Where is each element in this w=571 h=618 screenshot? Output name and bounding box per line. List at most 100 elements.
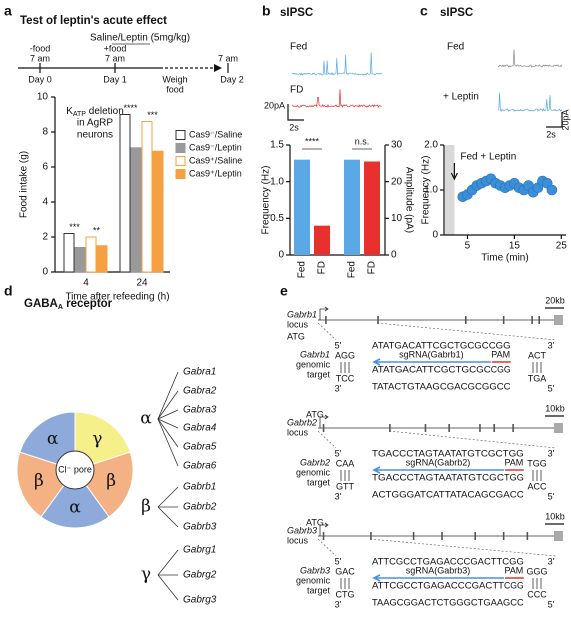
annotation: Fed + Leptin	[460, 152, 516, 163]
significance: **	[93, 225, 101, 235]
subunit	[40, 469, 110, 529]
trace-leptin	[497, 92, 563, 112]
timeline-label: 7 am	[30, 53, 50, 63]
strand-end: 5'	[548, 491, 555, 501]
x-tick-label: Fed	[347, 261, 358, 278]
gene-label: Gabra3	[183, 405, 217, 416]
panel-label: d	[4, 283, 13, 299]
sequence-bottom: ACTGGGATCATTATACAGCGACC	[372, 489, 524, 499]
exon	[370, 532, 372, 540]
panel-label: c	[420, 3, 428, 19]
gene-label: Gabrg3	[183, 595, 217, 606]
timeline-day: Day 0	[28, 74, 52, 84]
bar	[152, 150, 164, 273]
strand-end: 5'	[335, 448, 342, 458]
legend-label: Cas9⁺/Leptin	[189, 168, 242, 178]
gene-label: Gabra4	[183, 423, 217, 434]
legend-swatch	[175, 169, 186, 179]
annotation: neurons	[77, 130, 113, 141]
last-exon	[554, 315, 563, 325]
annotation-sub: ATP	[73, 111, 86, 118]
exon	[377, 316, 379, 324]
point	[546, 184, 558, 196]
y-tick-label: 0.5	[270, 213, 284, 224]
pam-label: PAM	[504, 565, 523, 575]
flank: GAC	[335, 566, 355, 576]
strand-end: 3'	[335, 599, 342, 609]
pam-sequence: TGG	[504, 472, 524, 482]
timeline-label: 7 am	[218, 53, 238, 63]
sequence-bottom: TATACTGTAAGCGACGCGGCC	[372, 381, 511, 391]
x-tick-label: Fed	[297, 261, 308, 278]
exon	[526, 532, 529, 540]
subunit-label: α	[47, 429, 59, 449]
gene-label: Gabrb3	[183, 522, 217, 533]
y-tick-label: 1.0	[270, 176, 284, 187]
exon	[389, 424, 391, 432]
group-link	[157, 418, 179, 448]
annotation: in AgRP	[77, 118, 113, 129]
gene-name: Gabrb2	[287, 417, 317, 427]
y-axis-label: Food intake (g)	[19, 151, 30, 218]
timeline-label: food	[166, 84, 184, 94]
gene-label: Gabrb1	[183, 482, 216, 493]
flank: TGA	[528, 373, 547, 383]
significance: ***	[147, 110, 158, 120]
exon	[502, 316, 505, 324]
locus-label: locus	[287, 319, 309, 329]
y2-axis-label: Amplitude (pA)	[403, 167, 414, 233]
pam-label: PAM	[504, 457, 523, 467]
strand-end: 3'	[548, 340, 555, 350]
guide-sequence: TGACCCTAGTAATATGTCGC	[372, 472, 505, 482]
pore	[55, 450, 95, 490]
flank: TGG	[527, 458, 547, 468]
flank: GGG	[526, 566, 547, 576]
group-symbol: γ	[141, 565, 151, 585]
x-axis-label: Time (min)	[481, 253, 528, 264]
y2-tick-label: 30	[391, 140, 403, 151]
flank: GTT	[336, 481, 354, 491]
gene-label: Gabrg2	[183, 570, 217, 581]
strand-end: 3'	[335, 491, 342, 501]
exon	[322, 532, 325, 540]
gene-name: Gabrb2	[300, 457, 330, 467]
legend-swatch	[175, 143, 186, 153]
panel-title: sIPSC	[280, 7, 313, 19]
group-link	[157, 549, 179, 576]
sequence-top: ATATGACATTCGCTGCGCCGG	[372, 340, 511, 350]
timeline-arrow	[214, 64, 222, 72]
bar	[96, 245, 108, 273]
guide-sequence: ATTCGCCTGAGACCCGACTT	[372, 580, 505, 590]
y-tick-label: 2	[42, 232, 48, 243]
panel-title: Test of leptin's acute effect	[20, 15, 167, 27]
flank: CAA	[336, 458, 355, 468]
title-part: GABA	[24, 298, 58, 310]
pam-sequence: CGG	[504, 580, 524, 590]
timeline-label: -food	[30, 43, 51, 53]
start-codon: ATG	[306, 409, 324, 419]
group-link	[157, 409, 179, 420]
target-label: genomic	[296, 575, 331, 585]
sequence-top: ATTCGCCTGAGACCCGACTTCGG	[372, 556, 524, 566]
subunit-label: β	[106, 471, 116, 491]
exon	[412, 532, 415, 540]
y-tick-label: 0	[42, 267, 48, 278]
start-codon: ATG	[287, 331, 305, 341]
exon	[448, 424, 450, 432]
y-tick-label: 10	[37, 92, 49, 103]
group-symbol: β	[141, 497, 151, 517]
group-link	[157, 418, 179, 429]
exon	[464, 316, 467, 324]
group-link	[157, 418, 179, 467]
x-tick-label: 4	[83, 278, 89, 289]
timeline-label: Weigh	[162, 74, 187, 84]
exon	[538, 316, 541, 324]
annotation-part: deletion	[86, 106, 124, 117]
treatment-arrow	[450, 163, 458, 181]
last-exon	[554, 423, 563, 433]
subunit	[74, 411, 131, 471]
scale-bar	[546, 112, 563, 128]
panel-label: e	[280, 283, 288, 299]
last-exon	[554, 531, 563, 541]
trace-label: Fed	[447, 42, 464, 53]
